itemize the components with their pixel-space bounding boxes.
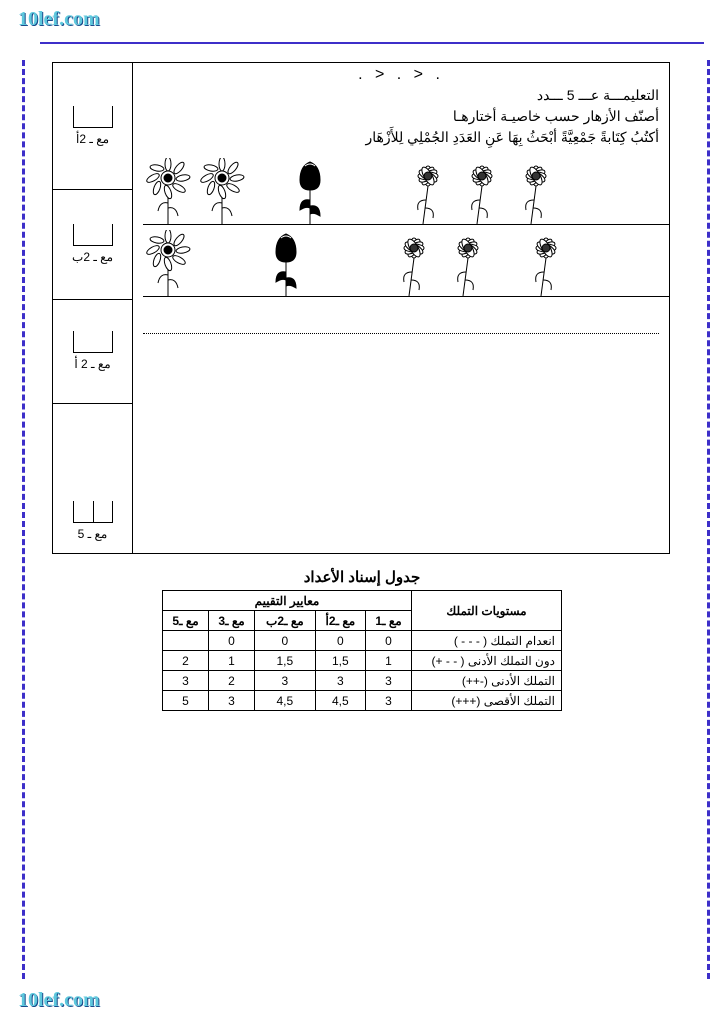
instruction-line2: أكتُبُ كِتَابةً جَمْعِيَّةً أبْحَثُ بِهَ…	[143, 127, 659, 148]
table-row: انعدام التملك ( - - - ) 0 0 0 0	[163, 631, 562, 651]
daisy-icon	[389, 230, 439, 296]
v: 1,5	[255, 651, 316, 671]
content-area: . > . > . التعليمـــة عـــ 5 ـــدد أصنّف…	[133, 63, 669, 553]
watermark-bottom: 10lef.com	[18, 989, 100, 1012]
col-4: مع ـ3	[209, 611, 255, 631]
flower-row-1	[143, 153, 669, 225]
daisy-icon	[403, 158, 453, 224]
score-box-1	[73, 106, 113, 128]
side-label-4: مع ـ 5	[78, 527, 108, 541]
top-rule	[40, 42, 704, 44]
v: 0	[315, 631, 365, 651]
scoring-table: مستويات التملك معايير التقييم مع ـ1 مع ـ…	[162, 590, 562, 711]
border-left	[22, 60, 25, 979]
answer-dotted-line	[143, 333, 659, 334]
level-cell: التملك الأدنى (-++)	[412, 671, 562, 691]
v: 5	[163, 691, 209, 711]
header-levels: مستويات التملك	[412, 591, 562, 631]
comparison-symbols: . > . > .	[193, 66, 609, 84]
col-1: مع ـ1	[366, 611, 412, 631]
side-cell-2: مع ـ 2ب	[53, 189, 132, 299]
v: 0	[255, 631, 316, 651]
score-box-2	[73, 224, 113, 246]
v: 1,5	[315, 651, 365, 671]
title-suffix: ـــدد	[537, 85, 563, 106]
level-cell: التملك الأقصى (+++)	[412, 691, 562, 711]
instruction-title: التعليمـــة عـــ 5 ـــدد	[143, 85, 659, 106]
side-label-1: مع ـ 2أ	[76, 132, 109, 146]
sunflower-icon	[143, 158, 193, 224]
v: 2	[163, 651, 209, 671]
level-cell: دون التملك الأدنى ( - - +)	[412, 651, 562, 671]
daisy-icon	[521, 230, 571, 296]
col-3: مع ـ2ب	[255, 611, 316, 631]
col-5: مع ـ5	[163, 611, 209, 631]
sunflower-icon	[197, 158, 247, 224]
v: 1	[209, 651, 255, 671]
instruction-line1: أصنّف الأزهار حسب خاصيـة أختارهـا	[143, 106, 659, 127]
border-right	[707, 60, 710, 979]
table-row: التملك الأدنى (-++) 3 3 3 2 3	[163, 671, 562, 691]
v: 3	[255, 671, 316, 691]
rose-icon	[261, 230, 311, 296]
v: 3	[209, 691, 255, 711]
scoring-table-title: جدول إسناد الأعداد	[0, 568, 724, 586]
daisy-icon	[511, 158, 561, 224]
table-row: دون التملك الأدنى ( - - +) 1 1,5 1,5 1 2	[163, 651, 562, 671]
level-cell: انعدام التملك ( - - - )	[412, 631, 562, 651]
score-box-3	[73, 331, 113, 353]
daisy-icon	[457, 158, 507, 224]
instruction-block: التعليمـــة عـــ 5 ـــدد أصنّف الأزهار ح…	[143, 85, 659, 148]
v: 0	[209, 631, 255, 651]
table-row: التملك الأقصى (+++) 3 4,5 4,5 3 5	[163, 691, 562, 711]
v: 3	[366, 691, 412, 711]
side-cell-1: مع ـ 2أ	[53, 63, 132, 189]
rose-icon	[285, 158, 335, 224]
v: 0	[366, 631, 412, 651]
daisy-icon	[443, 230, 493, 296]
v: 3	[163, 671, 209, 691]
v: 3	[366, 671, 412, 691]
side-column: مع ـ 2أ مع ـ 2ب مع ـ 2 أ مع ـ 5	[53, 63, 133, 553]
v: 4,5	[255, 691, 316, 711]
side-label-3: مع ـ 2 أ	[74, 357, 110, 371]
score-box-4	[73, 501, 113, 523]
v	[163, 631, 209, 651]
col-2: مع ـ2أ	[315, 611, 365, 631]
side-label-2: مع ـ 2ب	[72, 250, 113, 264]
title-prefix: التعليمـــة عـــ	[579, 85, 659, 106]
v: 4,5	[315, 691, 365, 711]
flower-row-2	[143, 225, 669, 297]
v: 3	[315, 671, 365, 691]
side-cell-3: مع ـ 2 أ	[53, 299, 132, 403]
exercise-frame: مع ـ 2أ مع ـ 2ب مع ـ 2 أ مع ـ 5 . > . > …	[52, 62, 670, 554]
watermark-top: 10lef.com	[18, 8, 100, 31]
sunflower-icon	[143, 230, 193, 296]
v: 2	[209, 671, 255, 691]
header-criteria: معايير التقييم	[163, 591, 412, 611]
side-cell-4: مع ـ 5	[53, 403, 132, 555]
title-num: 5	[567, 85, 575, 106]
v: 1	[366, 651, 412, 671]
